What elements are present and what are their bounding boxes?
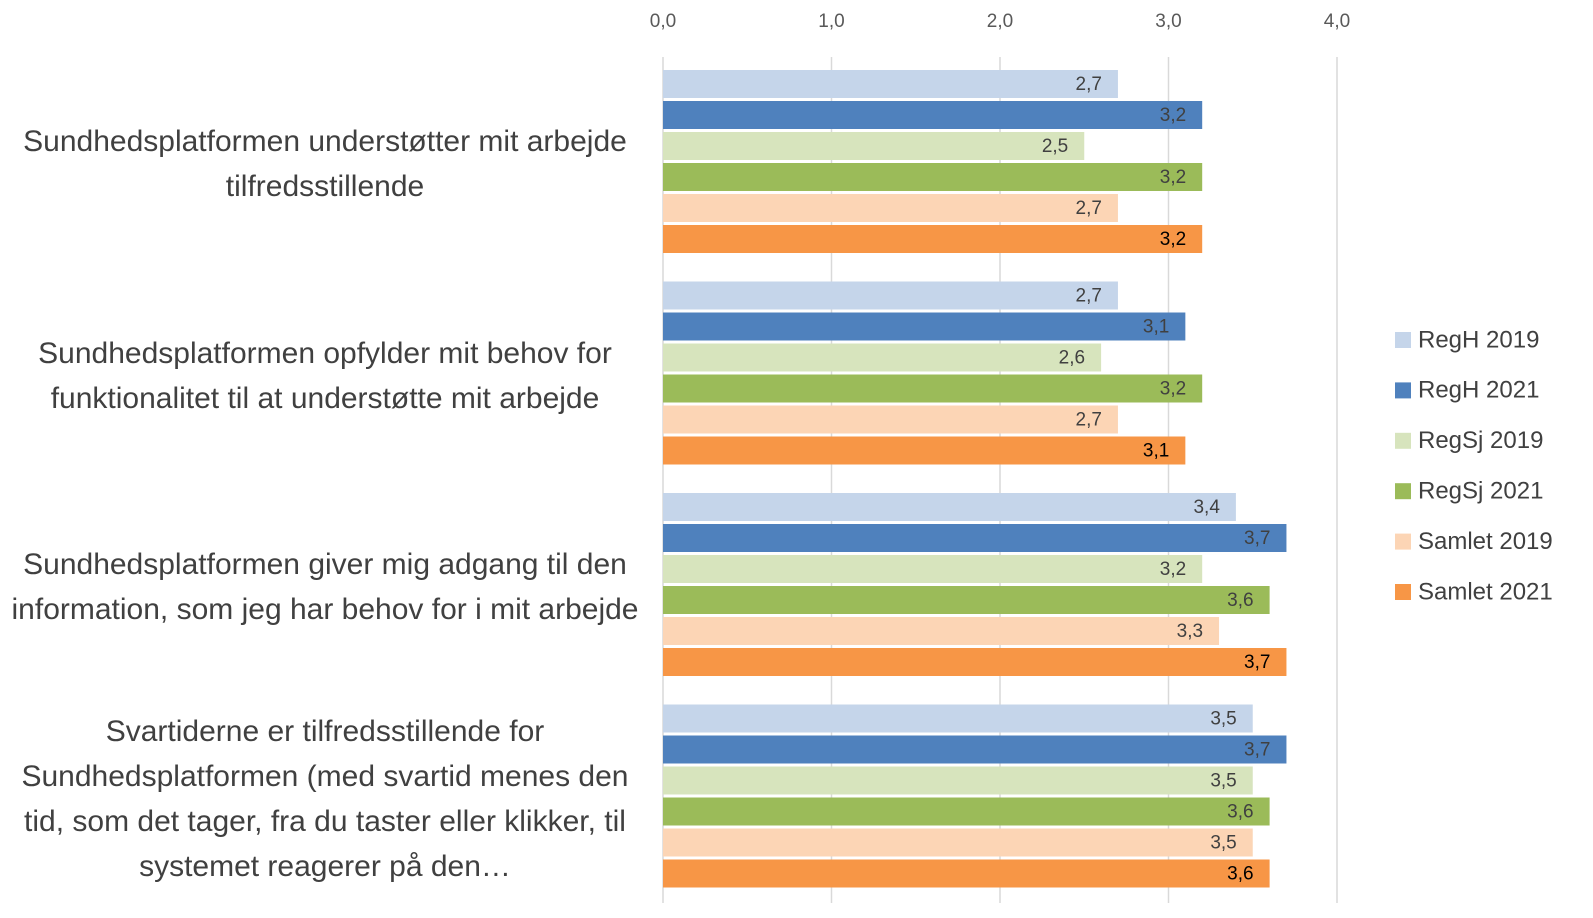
legend-label: RegH 2019 <box>1418 326 1539 353</box>
data-label: 3,1 <box>1143 441 1169 462</box>
legend-swatch <box>1395 533 1411 550</box>
data-label: 3,5 <box>1210 709 1236 730</box>
bar <box>663 586 1270 614</box>
bar <box>663 735 1287 764</box>
legend-label: RegSj 2019 <box>1418 427 1543 454</box>
bar <box>663 766 1253 795</box>
legend-swatch <box>1395 382 1411 399</box>
legend-label: Samlet 2021 <box>1418 578 1553 605</box>
y-tick-label: Sundhedsplatformen giver mig adgang til … <box>11 548 639 626</box>
x-tick-label: 4,0 <box>1324 11 1350 32</box>
data-label: 3,2 <box>1160 559 1186 580</box>
bar <box>663 374 1203 403</box>
bar <box>663 648 1287 676</box>
legend-swatch <box>1395 332 1411 348</box>
bar <box>663 343 1102 372</box>
y-tick-label: Svartiderne er tilfredsstillende for Sun… <box>21 714 629 883</box>
data-label: 3,7 <box>1244 528 1270 549</box>
data-label: 2,5 <box>1042 136 1068 157</box>
data-label: 3,3 <box>1177 621 1203 642</box>
bar <box>663 163 1203 191</box>
bar <box>663 859 1270 888</box>
bar <box>663 70 1118 98</box>
data-label: 3,7 <box>1244 652 1270 673</box>
data-label: 3,6 <box>1227 590 1253 611</box>
category-label-box: Sundhedsplatformen opfylder mit behov fo… <box>38 336 612 415</box>
data-label: 2,6 <box>1059 348 1085 369</box>
bar <box>663 617 1220 645</box>
data-label: 3,2 <box>1160 167 1186 188</box>
bar <box>663 405 1118 434</box>
data-label: 3,5 <box>1210 771 1236 792</box>
category-label-box: Sundhedsplatformen understøtter mit arbe… <box>23 125 627 203</box>
bar <box>663 828 1253 857</box>
data-label: 2,7 <box>1076 286 1102 307</box>
data-label: 2,7 <box>1076 198 1102 219</box>
y-tick-label: Sundhedsplatformen opfylder mit behov fo… <box>38 336 612 415</box>
bar <box>663 101 1203 129</box>
data-label: 3,4 <box>1193 497 1220 518</box>
data-label: 2,7 <box>1076 410 1102 431</box>
x-tick-label: 0,0 <box>650 11 676 32</box>
bar <box>663 194 1118 222</box>
legend-label: Samlet 2019 <box>1418 528 1553 555</box>
x-tick-label: 2,0 <box>987 11 1013 32</box>
legend-swatch <box>1395 483 1411 500</box>
data-label: 3,2 <box>1160 379 1186 400</box>
data-label: 3,5 <box>1210 833 1236 854</box>
bar <box>663 524 1287 552</box>
legend-label: RegH 2021 <box>1418 377 1539 404</box>
y-tick-label: Sundhedsplatformen understøtter mit arbe… <box>23 125 627 203</box>
bar <box>663 704 1253 733</box>
category-label-box: Sundhedsplatformen giver mig adgang til … <box>11 548 639 626</box>
bar <box>663 555 1203 583</box>
data-label: 3,2 <box>1160 229 1186 250</box>
legend-label: RegSj 2021 <box>1418 478 1543 505</box>
legend-swatch <box>1395 584 1411 600</box>
data-label: 3,1 <box>1143 317 1169 338</box>
data-label: 3,6 <box>1227 802 1253 823</box>
bar <box>663 281 1118 310</box>
x-tick-label: 3,0 <box>1155 11 1181 32</box>
bar <box>663 797 1270 826</box>
bar <box>663 436 1186 465</box>
bar <box>663 493 1236 521</box>
bar <box>663 132 1085 160</box>
data-label: 2,7 <box>1076 74 1102 95</box>
category-label-box: Svartiderne er tilfredsstillende for Sun… <box>21 714 629 883</box>
data-label: 3,7 <box>1244 740 1270 761</box>
legend-swatch <box>1395 432 1411 449</box>
data-label: 3,6 <box>1227 864 1253 885</box>
bar <box>663 312 1186 341</box>
x-tick-label: 1,0 <box>818 11 844 32</box>
bar <box>663 225 1203 253</box>
data-label: 3,2 <box>1160 105 1186 126</box>
